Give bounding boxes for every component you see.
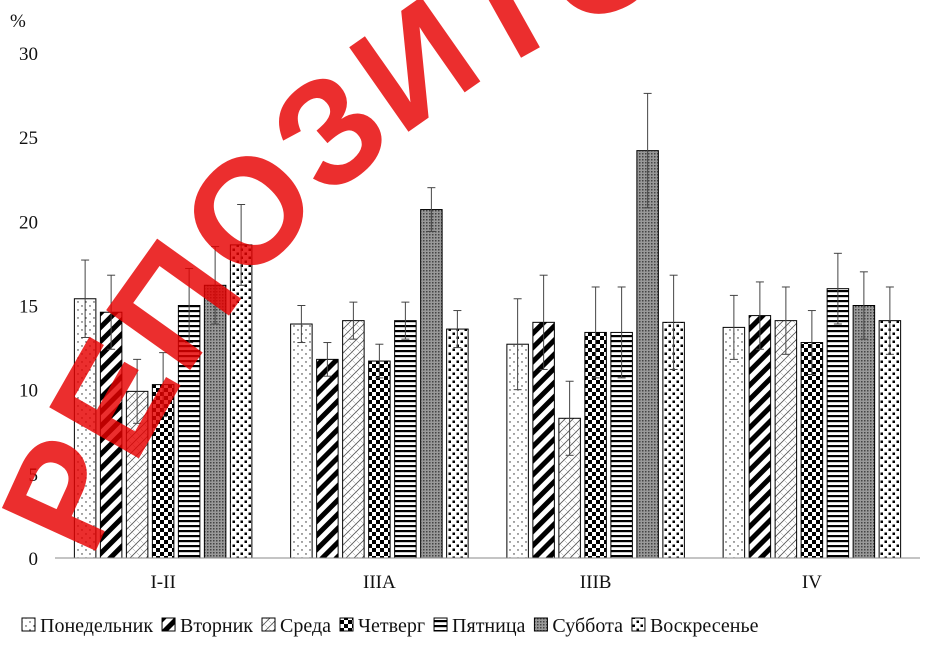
legend-swatch — [631, 617, 646, 632]
error-bar — [159, 352, 168, 418]
legend-label: Суббота — [552, 615, 623, 637]
x-tick-label: IIIB — [580, 572, 612, 593]
legend: Понедельник Вторник Среда Четверг Пятница Суб… — [21, 615, 759, 637]
error-bar — [591, 286, 600, 379]
error-bar — [237, 204, 246, 286]
legend-label: Четверг — [358, 615, 425, 637]
error-bar — [833, 252, 842, 325]
legend-item: Среда — [261, 615, 331, 637]
legend-swatch — [21, 617, 36, 632]
legend-item: Четверг — [339, 615, 425, 637]
legend-label: Вторник — [180, 615, 253, 637]
error-bar — [859, 271, 868, 340]
legend-item: Воскресенье — [631, 615, 759, 637]
legend-label: Воскресенье — [650, 615, 759, 637]
legend-label: Среда — [280, 615, 331, 637]
bar — [316, 358, 339, 559]
y-axis-unit-label: % — [10, 11, 26, 32]
bar — [368, 360, 391, 559]
error-bar — [427, 187, 436, 232]
y-tick-label: 0 — [29, 549, 39, 570]
y-tick-label: 20 — [19, 212, 38, 233]
legend-swatch — [161, 617, 176, 632]
error-bar — [885, 286, 894, 355]
bar — [203, 284, 227, 559]
bar — [342, 320, 365, 559]
bar — [878, 320, 902, 559]
error-bars — [81, 92, 894, 456]
bar — [177, 305, 201, 559]
error-bar — [133, 358, 142, 424]
error-bar — [807, 310, 816, 376]
bar — [290, 323, 313, 559]
y-tick-label: 10 — [19, 381, 38, 402]
x-axis: I-II IIIA IIIB IV — [150, 572, 822, 593]
error-bar — [185, 267, 194, 344]
legend-item: Понедельник — [21, 615, 153, 637]
y-tick-label: 30 — [19, 44, 38, 65]
error-bar — [669, 274, 678, 370]
error-bar — [81, 259, 90, 338]
y-tick-label: 5 — [29, 465, 39, 486]
legend-swatch — [261, 617, 276, 632]
bar — [826, 288, 850, 559]
error-bar — [375, 343, 384, 379]
bar — [229, 244, 253, 559]
legend-label: Понедельник — [40, 615, 153, 637]
y-tick-label: 15 — [19, 297, 38, 318]
legend-swatch — [339, 617, 354, 632]
bar — [774, 320, 798, 559]
error-bar — [107, 274, 116, 350]
legend-label: Пятница — [452, 615, 525, 637]
bar — [446, 328, 469, 559]
bar — [394, 320, 417, 559]
legend-swatch — [433, 617, 448, 632]
y-axis: 0 5 10 15 20 25 30 — [19, 44, 38, 570]
x-tick-label: IV — [802, 572, 822, 593]
bar — [852, 305, 876, 559]
error-bar — [539, 274, 548, 370]
error-bar — [565, 380, 574, 456]
error-bar — [349, 301, 358, 340]
legend-item: Суббота — [533, 615, 623, 637]
error-bar — [617, 286, 626, 379]
legend-item: Пятница — [433, 615, 526, 637]
x-tick-label: I-II — [150, 572, 175, 593]
error-bar — [781, 286, 790, 355]
legend-item: Вторник — [161, 615, 253, 637]
legend-swatch — [533, 617, 548, 632]
error-bar — [513, 298, 522, 391]
bar — [636, 150, 659, 559]
x-tick-label: IIIA — [363, 572, 396, 593]
bar — [748, 315, 772, 559]
error-bar — [297, 305, 306, 344]
error-bar — [643, 92, 652, 209]
error-bar — [729, 294, 738, 360]
bars — [73, 150, 902, 559]
y-tick-label: 25 — [19, 128, 38, 149]
error-bar — [401, 301, 410, 340]
bar — [420, 209, 443, 559]
error-bar — [323, 342, 332, 377]
error-bar — [453, 310, 462, 349]
error-bar — [211, 246, 220, 325]
error-bar — [755, 281, 764, 350]
bar — [722, 326, 746, 559]
